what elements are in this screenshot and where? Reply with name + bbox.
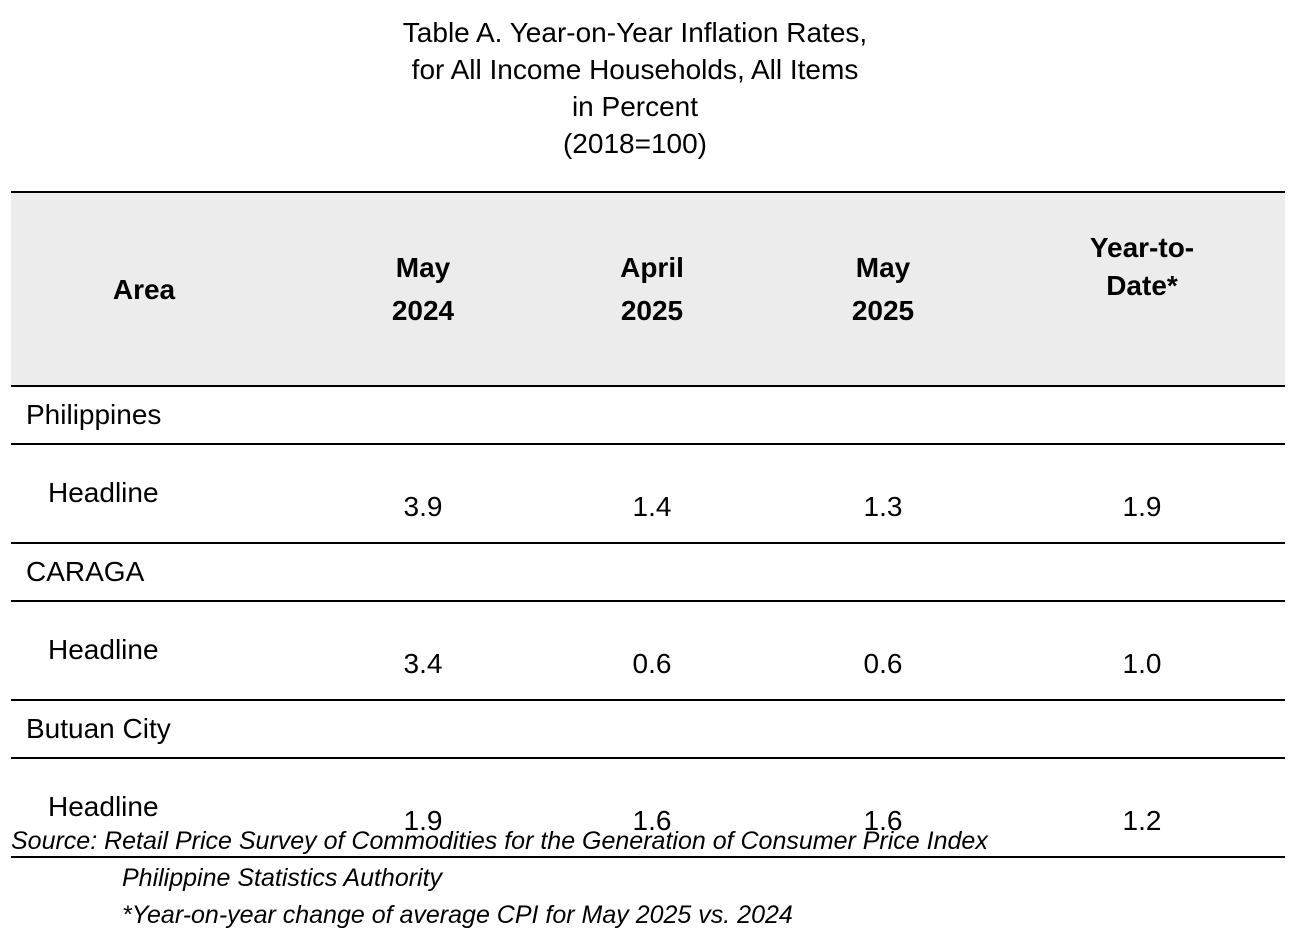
header-may-2024: May 2024: [309, 191, 537, 387]
header-area-label: Area: [112, 273, 176, 305]
table-title: Table A. Year-on-Year Inflation Rates, f…: [0, 14, 1270, 162]
value-cell-may-2025: 1.6: [767, 758, 999, 858]
table-footnotes: Source: Retail Price Survey of Commoditi…: [11, 823, 1281, 934]
value-cell-april-2025: 1.6: [537, 758, 767, 858]
header-may-2024-line2: 2024: [391, 295, 455, 326]
header-year-to-date: Year-to- Date*: [999, 191, 1285, 387]
table-row-group-caraga: CARAGA: [11, 543, 1285, 602]
value-cell-april-2025: 0.6: [537, 601, 767, 701]
header-year-to-date-line1: Year-to-: [1089, 232, 1195, 263]
table-row-headline-caraga: Headline 3.4 0.6 0.6 1.0: [11, 601, 1285, 701]
value-cell-april-2025: 1.4: [537, 444, 767, 544]
header-area: Area: [11, 191, 309, 387]
area-name-cell: Philippines: [11, 386, 1285, 445]
area-name-cell: Butuan City: [11, 700, 1285, 759]
header-may-2025-line2: 2025: [851, 295, 915, 326]
value-cell-year-to-date: 1.9: [999, 444, 1285, 544]
value-cell-may-2024: 1.9: [309, 758, 537, 858]
inflation-table-container: Area May 2024 April 2025 May 2025 Year-t…: [11, 191, 1285, 858]
value-cell-may-2025: 1.3: [767, 444, 999, 544]
title-line-2: for All Income Households, All Items: [411, 54, 859, 85]
header-april-2025: April 2025: [537, 191, 767, 387]
value-cell-may-2024: 3.4: [309, 601, 537, 701]
table-row-headline-philippines: Headline 3.9 1.4 1.3 1.9: [11, 444, 1285, 544]
row-label-cell: Headline: [11, 601, 309, 701]
header-may-2025-line1: May: [855, 252, 911, 283]
header-april-2025-line2: 2025: [620, 295, 684, 326]
table-row-group-philippines: Philippines: [11, 386, 1285, 445]
table-row-group-butuan-city: Butuan City: [11, 700, 1285, 759]
agency-note: Philippine Statistics Authority: [122, 864, 443, 892]
value-cell-may-2024: 3.9: [309, 444, 537, 544]
value-cell-may-2025: 0.6: [767, 601, 999, 701]
value-cell-year-to-date: 1.2: [999, 758, 1285, 858]
title-line-3: in Percent: [571, 91, 699, 122]
row-label-cell: Headline: [11, 444, 309, 544]
header-may-2025: May 2025: [767, 191, 999, 387]
title-line-1: Table A. Year-on-Year Inflation Rates,: [402, 17, 868, 48]
title-line-4: (2018=100): [562, 128, 707, 159]
table-row-headline-butuan-city: Headline 1.9 1.6 1.6 1.2: [11, 758, 1285, 858]
header-april-2025-line1: April: [620, 252, 684, 283]
table-header: Area May 2024 April 2025 May 2025 Year-t…: [11, 191, 1285, 387]
year-to-date-note: *Year-on-year change of average CPI for …: [122, 901, 793, 929]
header-row: Area May 2024 April 2025 May 2025 Year-t…: [11, 191, 1285, 387]
value-cell-year-to-date: 1.0: [999, 601, 1285, 701]
header-may-2024-line1: May: [395, 252, 451, 283]
table-body: Philippines Headline 3.9 1.4 1.3 1.9 CAR…: [11, 386, 1285, 858]
source-note: Source: Retail Price Survey of Commoditi…: [11, 827, 988, 855]
header-year-to-date-line2: Date*: [1106, 270, 1178, 301]
area-name-cell: CARAGA: [11, 543, 1285, 602]
row-label-cell: Headline: [11, 758, 309, 858]
inflation-table: Area May 2024 April 2025 May 2025 Year-t…: [11, 191, 1285, 858]
